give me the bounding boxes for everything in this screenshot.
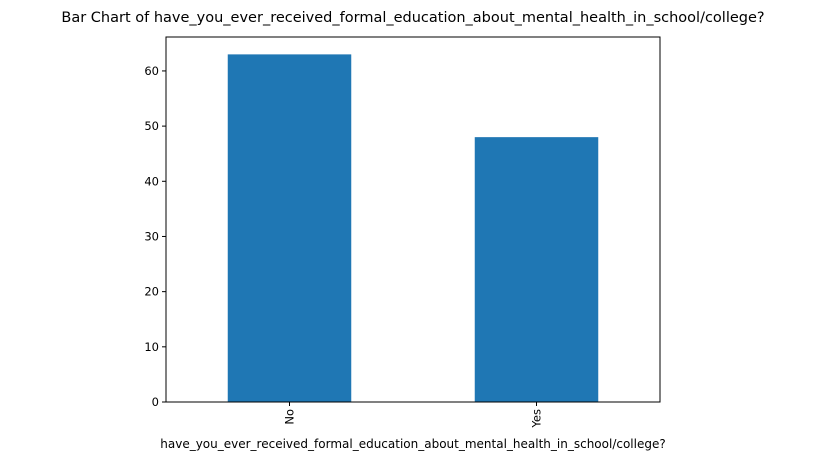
x-axis: No Yes <box>283 402 544 429</box>
bar-no <box>227 54 352 402</box>
x-tick-label: No <box>283 409 297 425</box>
x-axis-label: have_you_ever_received_formal_education_… <box>160 437 665 451</box>
bar-yes <box>474 137 599 402</box>
y-axis: 0 10 20 30 40 50 60 <box>144 64 166 409</box>
y-tick-label: 50 <box>144 119 159 133</box>
chart-title: Bar Chart of have_you_ever_received_form… <box>61 10 764 26</box>
y-tick-label: 60 <box>144 64 159 78</box>
x-tick-label: Yes <box>530 409 544 429</box>
bars-group <box>227 54 599 402</box>
y-tick-label: 30 <box>144 229 159 243</box>
y-tick-label: 10 <box>144 340 159 354</box>
y-tick-label: 0 <box>152 395 159 409</box>
plot-area-frame <box>165 36 661 403</box>
y-tick-label: 20 <box>144 285 159 299</box>
y-tick-label: 40 <box>144 174 159 188</box>
